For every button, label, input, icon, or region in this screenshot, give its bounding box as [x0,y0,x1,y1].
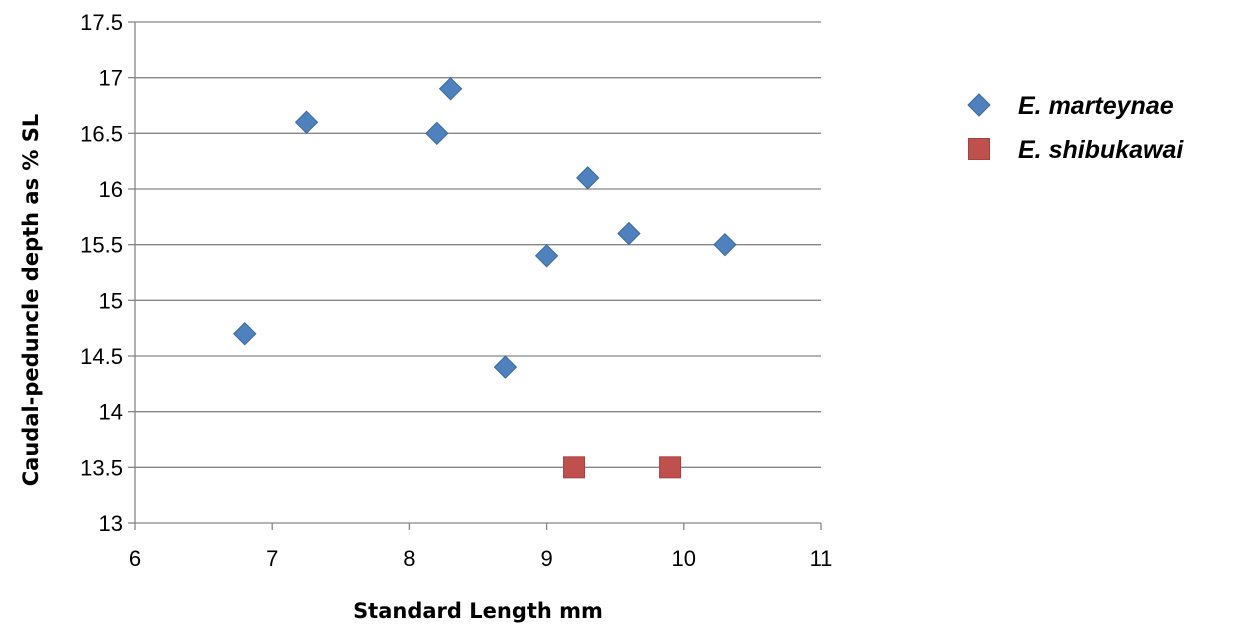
y-tick-label: 16 [99,177,123,202]
y-axis-title: Caudal-peduncle depth as % SL [19,114,43,487]
data-point-e-marteynae [233,322,257,346]
y-tick-label: 16.5 [80,121,123,146]
data-point-e-marteynae [294,110,319,134]
data-point-e-marteynae [713,232,737,257]
x-tick-label: 8 [403,546,415,571]
data-point-e-marteynae [534,244,559,268]
data-point-e-shibukawai [659,456,682,479]
data-point-e-marteynae [576,166,600,190]
y-tick-label: 17.5 [80,10,123,35]
y-tick-label: 13.5 [80,455,123,480]
x-tick-label: 10 [672,546,696,571]
y-tick-label: 17 [99,66,123,91]
legend: E. marteynae E. shibukawai [967,92,1184,164]
y-tick-label: 15 [99,288,123,313]
y-tick-label: 14 [99,400,123,425]
legend-label-e-marteynae: E. marteynae [1018,92,1174,120]
gridlines [135,21,821,468]
data-points [233,77,737,479]
data-point-e-marteynae [493,355,518,379]
data-point-e-marteynae [425,121,449,146]
data-point-e-marteynae [438,77,463,101]
x-tick-label: 11 [810,546,833,571]
x-tick-label: 6 [129,546,141,571]
y-tick-label: 14.5 [80,344,123,369]
legend-label-e-shibukawai: E. shibukawai [1018,136,1184,164]
x-tick-label: 9 [540,546,552,571]
y-tick-labels: 13 13.5 14 14.5 15 15.5 16 16.5 17 17.5 [80,10,123,536]
x-axis-title: Standard Length mm [353,599,603,623]
axes [128,21,822,530]
legend-marker-e-shibukawai [968,138,990,160]
y-tick-label: 15.5 [80,233,123,258]
x-tick-label: 7 [266,546,278,571]
x-tick-labels: 6 7 8 9 10 11 [129,546,833,571]
data-point-e-shibukawai [563,456,586,479]
y-tick-label: 13 [99,511,123,536]
legend-marker-e-marteynae [967,93,991,117]
data-point-e-marteynae [617,221,641,246]
